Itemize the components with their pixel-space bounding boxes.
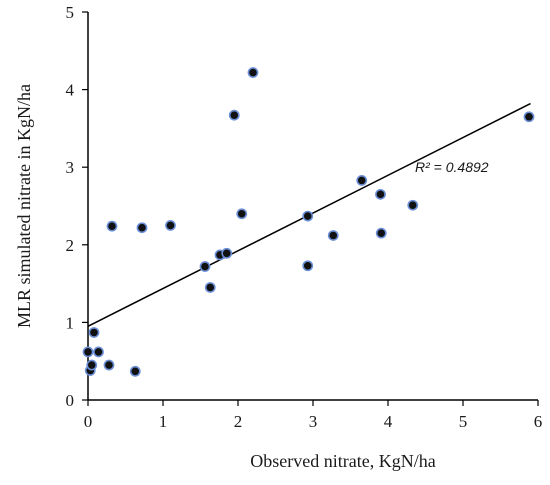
data-point xyxy=(247,67,259,78)
data-point xyxy=(199,261,211,272)
y-axis-title: MLR simulated nitrate in KgN/ha xyxy=(14,84,34,328)
data-point xyxy=(356,174,368,186)
data-points xyxy=(82,67,535,377)
y-tick-label: 3 xyxy=(66,158,75,177)
y-tick-label: 2 xyxy=(66,236,75,255)
data-point xyxy=(165,219,176,231)
data-point xyxy=(93,346,104,358)
data-point xyxy=(204,282,216,293)
y-tick-label: 5 xyxy=(66,3,75,22)
data-point xyxy=(523,111,535,123)
y-tick-label: 1 xyxy=(66,313,75,332)
data-point xyxy=(221,247,233,259)
data-point xyxy=(375,188,386,200)
x-tick-label: 1 xyxy=(159,412,168,431)
data-point xyxy=(103,359,115,371)
x-tick-label: 6 xyxy=(534,412,543,431)
data-point xyxy=(327,230,339,241)
data-point xyxy=(375,227,387,239)
data-point xyxy=(407,199,419,211)
axes xyxy=(82,11,539,406)
x-tick-label: 4 xyxy=(384,412,393,431)
data-point xyxy=(136,222,148,234)
data-point xyxy=(82,346,94,358)
x-axis-title: Observed nitrate, KgN/ha xyxy=(250,451,435,471)
data-point xyxy=(302,210,314,222)
data-point xyxy=(106,220,118,232)
x-tick-label: 2 xyxy=(234,412,243,431)
data-point xyxy=(302,260,314,272)
labels: 0 1 2 3 4 5 6 0 1 2 3 4 5 Observed nitrate, KgN/ha MLR… xyxy=(14,3,542,471)
data-point xyxy=(88,327,100,338)
y-tick-label: 0 xyxy=(66,391,75,410)
data-point xyxy=(86,359,98,371)
r-squared-annotation: R² = 0.4892 xyxy=(415,159,489,175)
x-tick-label: 5 xyxy=(459,412,468,431)
data-point xyxy=(228,109,240,121)
y-tick-label: 4 xyxy=(66,81,75,100)
data-point xyxy=(129,365,141,377)
x-tick-label: 0 xyxy=(84,412,93,431)
x-tick-label: 3 xyxy=(309,412,318,431)
data-point xyxy=(236,208,248,220)
